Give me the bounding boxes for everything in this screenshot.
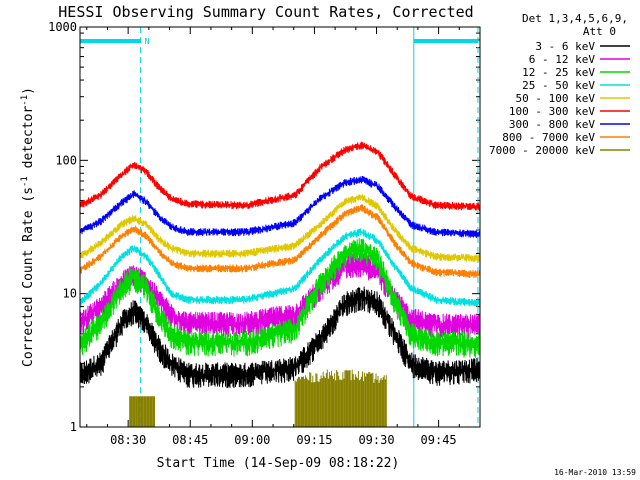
- y-tick-label: 1000: [48, 20, 77, 34]
- x-tick-label: 08:45: [172, 433, 208, 447]
- x-axis-label: Start Time (14-Sep-09 08:18:22): [157, 456, 400, 471]
- chart-title: HESSI Observing Summary Count Rates, Cor…: [58, 3, 473, 21]
- y-tick-label: 100: [55, 153, 77, 167]
- y-axis-label: Corrected Count Rate (s-1 detector-1): [20, 87, 36, 367]
- legend-label: 3 - 6 keV: [535, 40, 595, 53]
- series-line: [80, 194, 480, 262]
- y-tick-label: 10: [63, 287, 77, 301]
- series-line: [80, 141, 480, 211]
- series-layer: [80, 141, 480, 427]
- flag-label: N: [145, 37, 150, 46]
- y-label-text-1: Corrected Count Rate (s: [21, 187, 36, 367]
- legend-label: 300 - 800 keV: [509, 118, 595, 131]
- legend-subtitle: Att 0: [583, 25, 616, 38]
- series-line: [129, 396, 155, 427]
- series-line: [80, 228, 480, 308]
- y-label-text-2: detector: [21, 106, 36, 177]
- series-line: [80, 238, 480, 358]
- y-label-text-3: ): [21, 87, 36, 95]
- x-tick-label: 09:15: [296, 433, 332, 447]
- legend-label: 100 - 300 keV: [509, 105, 595, 118]
- x-tick-label: 09:30: [358, 433, 394, 447]
- legend-label: 6 - 12 keV: [529, 53, 596, 66]
- y-label-sup-2: -1: [20, 95, 30, 106]
- series-line: [80, 175, 480, 239]
- legend-title: Det 1,3,4,5,6,9,: [522, 12, 628, 25]
- series-line: [80, 286, 480, 389]
- series-line: [80, 204, 480, 279]
- x-tick-label: 09:45: [421, 433, 457, 447]
- plot-frame: [79, 26, 481, 428]
- legend-label: 800 - 7000 keV: [502, 131, 595, 144]
- legend-label: 25 - 50 keV: [522, 79, 595, 92]
- legend-label: 7000 - 20000 keV: [489, 144, 595, 157]
- series-line: [294, 369, 387, 427]
- y-tick-label: 1: [70, 420, 77, 434]
- x-tick-label: 08:30: [110, 433, 146, 447]
- y-label-sup-1: -1: [20, 176, 30, 187]
- plot-timestamp: 16-Mar-2010 13:59: [554, 468, 636, 477]
- axes-layer: 08:30 08:45 09:00 09:15 09:30 09:45 1 10 100 1000: [48, 20, 481, 447]
- legend-label: 12 - 25 keV: [522, 66, 595, 79]
- legend-label: 50 - 100 keV: [516, 92, 596, 105]
- x-tick-label: 09:00: [234, 433, 270, 447]
